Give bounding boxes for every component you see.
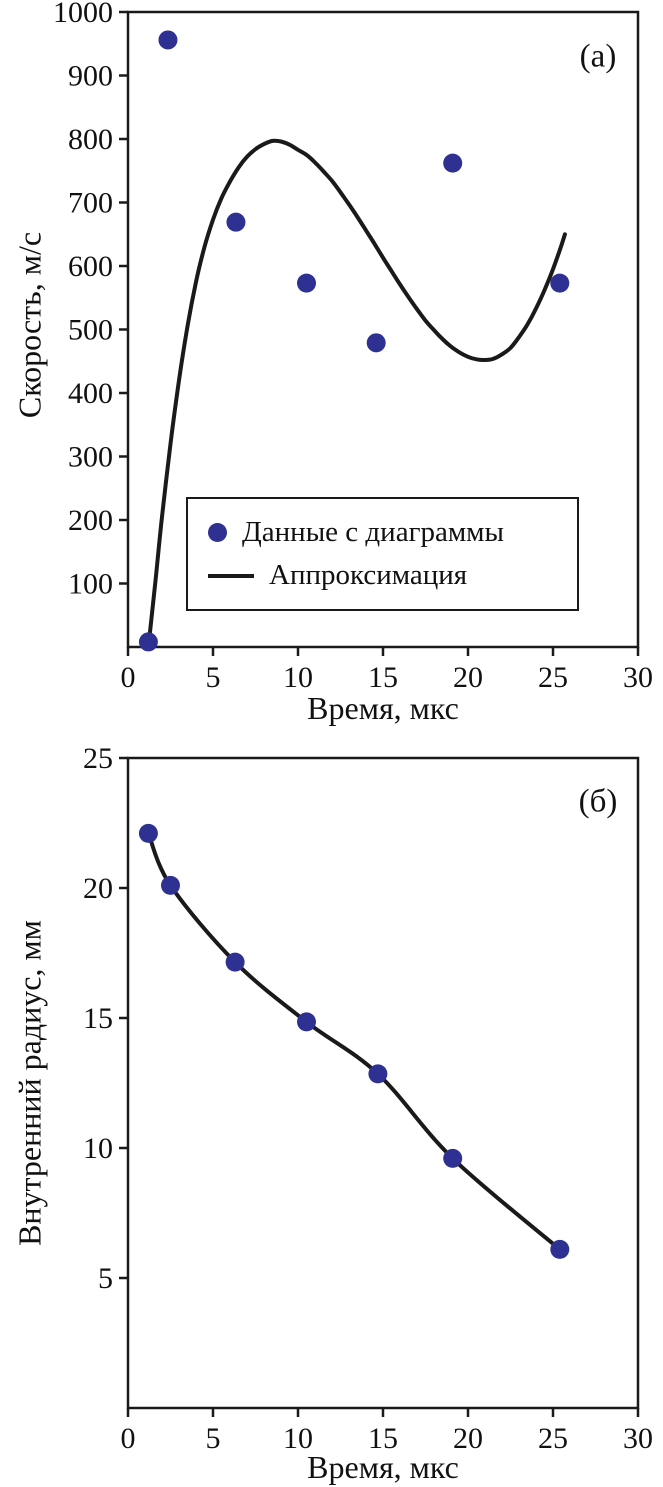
legend-label-data: Данные с диаграммы [242,515,505,548]
chart-b-y-axis-title: Внутренний радиус, мм [11,920,48,1246]
svg-text:20: 20 [83,872,113,905]
svg-text:15: 15 [368,1422,398,1455]
svg-text:25: 25 [538,661,568,694]
svg-text:900: 900 [68,60,113,93]
svg-text:20: 20 [453,1422,483,1455]
svg-text:800: 800 [68,123,113,156]
svg-text:500: 500 [68,314,113,347]
svg-text:0: 0 [121,1422,136,1455]
svg-text:20: 20 [453,661,483,694]
svg-text:10: 10 [283,661,313,694]
legend-label-fit: Аппроксимация [269,559,468,592]
chart-a-y-axis-title: Скорость, м/с [11,231,48,419]
svg-text:10: 10 [283,1422,313,1455]
chart-a-x-axis-title: Время, мкс [307,690,459,726]
legend-line-marker-icon [208,573,254,578]
svg-text:600: 600 [68,250,113,283]
svg-text:0: 0 [121,661,136,694]
svg-text:25: 25 [538,1422,568,1455]
chart-a-panel-label: (а) [579,38,617,75]
chart-b-canvas: 0 5 10 15 20 25 30 5 10 15 20 25 [83,745,653,1455]
legend-row-fit: Аппроксимация [188,559,577,592]
svg-text:400: 400 [68,377,113,410]
svg-text:30: 30 [623,1422,653,1455]
svg-text:100: 100 [68,568,113,601]
svg-text:1000: 1000 [53,0,113,29]
svg-text:300: 300 [68,441,113,474]
svg-text:700: 700 [68,187,113,220]
svg-text:30: 30 [623,661,653,694]
svg-text:15: 15 [368,661,398,694]
chart-b-x-axis-title: Время, мкс [307,1449,459,1485]
legend-row-data: Данные с диаграммы [188,516,577,549]
svg-text:5: 5 [206,1422,221,1455]
legend-scatter-marker-icon [208,522,227,542]
chart-a: 0 5 10 15 20 25 30 100 200 300 400 500 600 700 800 900 1… [11,0,654,726]
svg-text:10: 10 [83,1132,113,1165]
svg-text:25: 25 [83,745,113,775]
svg-text:15: 15 [83,1002,113,1035]
chart-a-canvas: 0 5 10 15 20 25 30 100 200 300 400 500 600 700 800 900 1… [53,0,653,694]
svg-text:5: 5 [206,661,221,694]
svg-text:5: 5 [98,1262,113,1295]
chart-b-panel-label: (б) [578,783,618,820]
chart-b: 0 5 10 15 20 25 30 5 10 15 20 25 Внутренний радиус,… [0,745,663,1487]
chart-a-legend: Данные с диаграммы Аппроксимация [186,497,579,611]
svg-text:200: 200 [68,504,113,537]
